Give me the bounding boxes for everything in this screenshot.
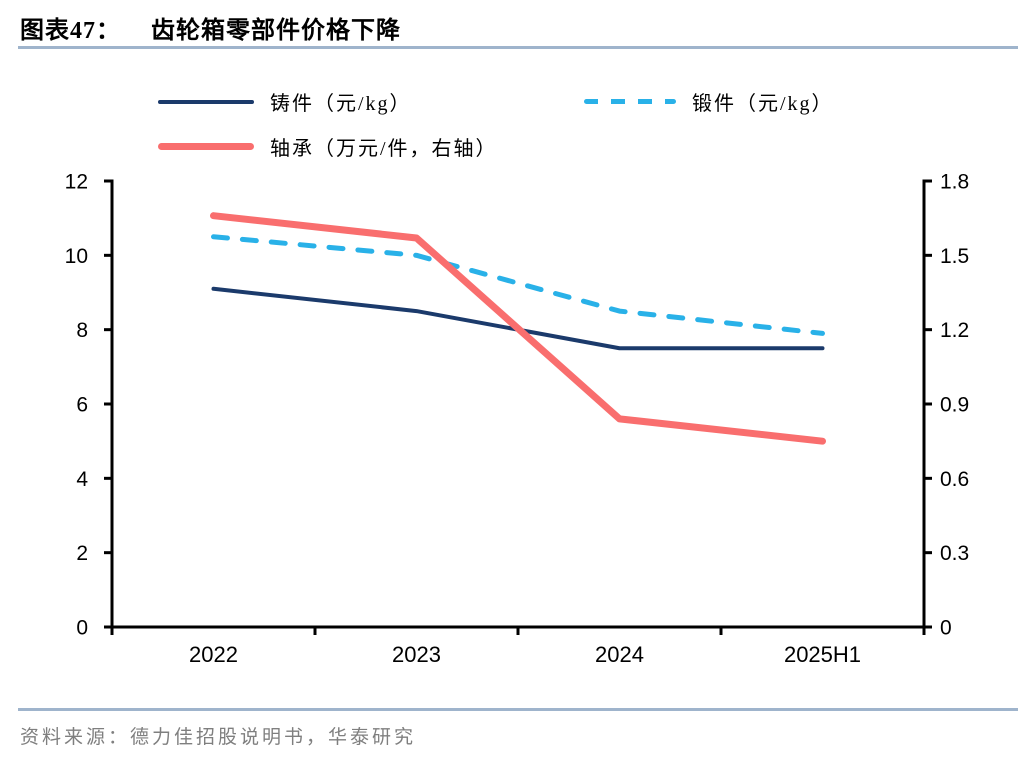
svg-text:0.9: 0.9 — [940, 394, 969, 417]
legend-label-casting: 铸件（元/kg） — [270, 93, 412, 115]
forging-line-swatch — [584, 99, 676, 104]
svg-text:2025H1: 2025H1 — [784, 642, 861, 667]
legend-item-casting: 铸件（元/kg） — [158, 87, 412, 116]
svg-text:10: 10 — [65, 245, 88, 268]
legend-label-forging: 锻件（元/kg） — [692, 93, 834, 115]
svg-text:0: 0 — [76, 617, 88, 640]
legend-label-bearing: 轴承（万元/件，右轴） — [270, 138, 498, 160]
svg-text:1.8: 1.8 — [940, 171, 969, 194]
svg-text:1.2: 1.2 — [940, 319, 969, 342]
svg-text:0: 0 — [940, 617, 952, 640]
figure-name: 齿轮箱零部件价格下降 — [151, 18, 401, 44]
series-line-bearing — [210, 212, 826, 445]
svg-text:1.5: 1.5 — [940, 245, 969, 268]
legend-item-forging: 锻件（元/kg） — [584, 87, 834, 116]
footer-rule — [18, 708, 1018, 711]
casting-line-swatch — [158, 99, 254, 104]
svg-text:4: 4 — [76, 468, 88, 491]
svg-text:12: 12 — [65, 171, 88, 194]
series-line-forging — [211, 234, 825, 336]
svg-text:2023: 2023 — [392, 642, 441, 667]
svg-text:6: 6 — [76, 394, 88, 417]
figure-number-label: 图表47： — [20, 18, 121, 44]
svg-text:2024: 2024 — [595, 642, 644, 667]
svg-text:8: 8 — [76, 319, 88, 342]
svg-text:0.6: 0.6 — [940, 468, 969, 491]
figure-title: 图表47： 齿轮箱零部件价格下降 — [20, 10, 401, 45]
legend-item-bearing: 轴承（万元/件，右轴） — [158, 132, 498, 161]
source-text: 资料来源：德力佳招股说明书，华泰研究 — [20, 727, 417, 748]
series-line-casting — [211, 286, 825, 351]
title-underline — [18, 46, 1018, 49]
bearing-line-swatch — [158, 143, 254, 150]
svg-text:2: 2 — [76, 542, 88, 565]
svg-text:2022: 2022 — [189, 642, 238, 667]
svg-text:0.3: 0.3 — [940, 542, 969, 565]
